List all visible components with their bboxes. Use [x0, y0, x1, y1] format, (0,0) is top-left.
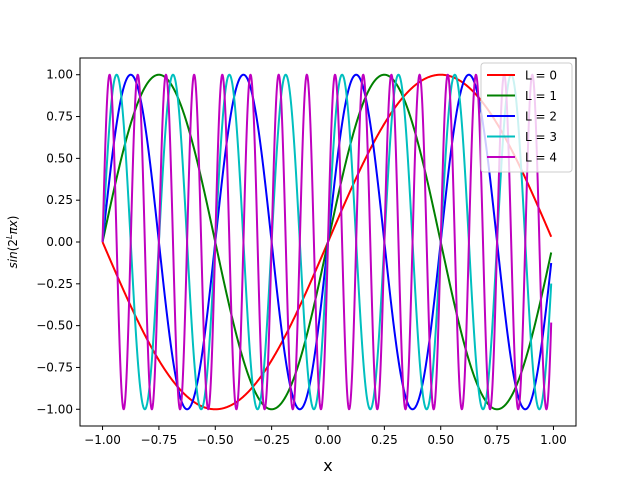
- legend-box: [480, 62, 573, 173]
- y-tick-label: 0.50: [46, 151, 73, 165]
- y-tick-label: −0.25: [36, 277, 73, 291]
- x-tick-label: 0.00: [315, 433, 342, 447]
- y-tick-label: 0.00: [46, 235, 73, 249]
- y-tick-label: 0.25: [46, 193, 73, 207]
- legend-label-L4: L = 4: [525, 151, 557, 165]
- x-tick-label: −1.00: [84, 433, 121, 447]
- x-tick-label: −0.50: [197, 433, 234, 447]
- x-tick-label: −0.25: [253, 433, 290, 447]
- y-tick-label: −0.75: [36, 360, 73, 374]
- x-tick-label: −0.75: [141, 433, 178, 447]
- y-axis-label: sin(2Lπx): [5, 215, 20, 268]
- x-tick-label: 0.50: [427, 433, 454, 447]
- x-tick-label: 1.00: [540, 433, 567, 447]
- x-axis-label: x: [323, 456, 332, 475]
- y-tick-label: 1.00: [46, 68, 73, 82]
- y-tick-label: −0.50: [36, 319, 73, 333]
- x-tick-label: 0.75: [484, 433, 511, 447]
- legend-items: L = 0 L = 1 L = 2 L = 3 L = 4: [487, 69, 557, 165]
- series-line-L4: [101, 73, 553, 411]
- legend: L = 0 L = 1 L = 2 L = 3 L = 4: [480, 62, 573, 173]
- legend-label-L0: L = 0: [525, 69, 557, 83]
- x-axis-ticks: −1.00 −0.75 −0.50 −0.25 0.00 0.25 0.50 0.75 1.00: [84, 426, 567, 447]
- y-tick-label: −1.00: [36, 402, 73, 416]
- x-tick-label: 0.25: [371, 433, 398, 447]
- y-axis-ticks: 1.00 0.75 0.50 0.25 0.00 −0.25 −0.50 −0.75 −1.00: [36, 68, 80, 416]
- legend-label-L2: L = 2: [525, 110, 557, 124]
- legend-label-L3: L = 3: [525, 130, 557, 144]
- legend-label-L1: L = 1: [525, 89, 557, 103]
- y-tick-label: 0.75: [46, 110, 73, 124]
- series-layer: [101, 73, 553, 411]
